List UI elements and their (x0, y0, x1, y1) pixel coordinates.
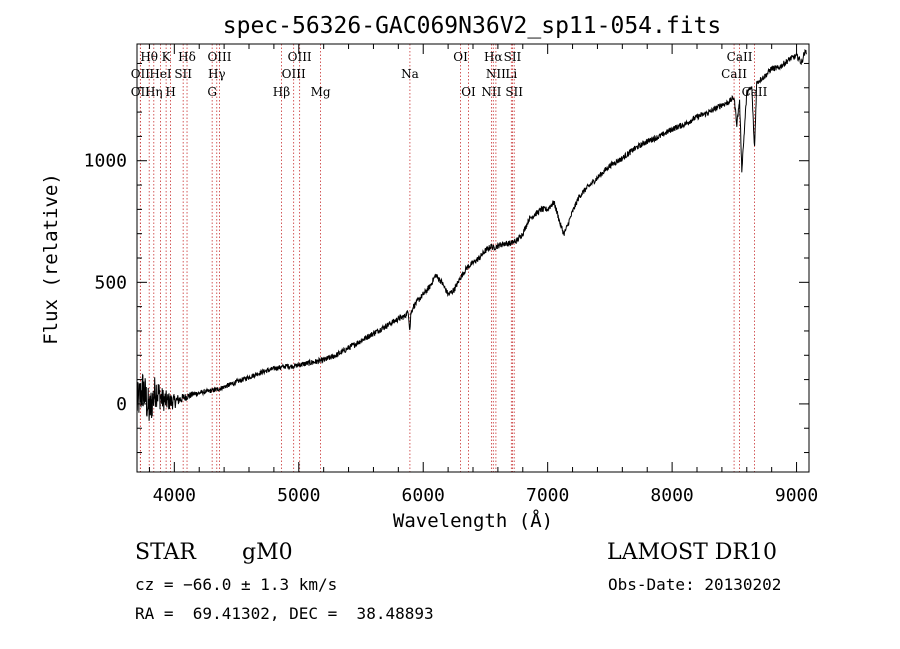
line-label-13: OIII (282, 67, 306, 81)
x-tick-label-1: 5000 (277, 485, 320, 506)
line-label-2: Hθ (140, 50, 158, 64)
line-label-17: OI (453, 50, 468, 64)
x-tick-label-4: 8000 (650, 485, 693, 506)
coordinates: RA = 69.41302, DEC = 38.48893 (135, 604, 434, 623)
line-label-15: Mg (311, 85, 331, 99)
x-axis-label: Wavelength (Å) (393, 509, 553, 532)
chart-title: spec-56326-GAC069N36V2_sp11-054.fits (223, 13, 722, 39)
line-label-26: CaII (727, 50, 753, 64)
line-label-5: K (162, 50, 172, 64)
line-label-23: SII (504, 50, 522, 64)
x-axis-ticks: 4000 5000 6000 7000 8000 9000 (148, 44, 818, 506)
line-label-20: Hα (484, 50, 503, 64)
line-label-21: NII (486, 67, 506, 81)
y-tick-label-1: 500 (94, 272, 127, 293)
line-label-18: OI (461, 85, 476, 99)
line-label-19: NII (481, 85, 501, 99)
line-label-16: Na (401, 67, 419, 81)
line-label-27: CaII (742, 85, 768, 99)
line-label-0: OII (131, 67, 151, 81)
redshift-velocity: cz = −66.0 ± 1.3 km/s (135, 575, 338, 594)
line-label-25: CaII (721, 67, 747, 81)
plot-frame (136, 43, 810, 473)
spectrum-line (136, 48, 807, 421)
line-label-14: OIII (288, 50, 312, 64)
y-axis-ticks: 0 500 1000 (84, 62, 809, 454)
line-label-4: HeI (149, 67, 172, 81)
line-label-3: Hη (145, 85, 163, 99)
line-label-11: OIII (207, 50, 231, 64)
x-tick-label-2: 6000 (402, 485, 445, 506)
line-label-9: G (207, 85, 217, 99)
line-label-7: SII (174, 67, 192, 81)
y-tick-label-2: 1000 (84, 151, 127, 172)
observation-date: Obs-Date: 20130202 (608, 575, 782, 594)
y-tick-label-0: 0 (116, 394, 127, 415)
line-label-24: SII (505, 85, 523, 99)
line-label-8: Hδ (178, 50, 196, 64)
line-label-10: Hγ (208, 67, 226, 81)
survey-name: LAMOST DR10 (607, 540, 777, 565)
object-class: STAR (135, 540, 196, 565)
line-label-22: Li (505, 67, 517, 81)
y-axis-label: Flux (relative) (40, 173, 62, 345)
line-label-1: OII (131, 85, 151, 99)
line-label-12: Hβ (273, 85, 290, 99)
x-tick-label-3: 7000 (526, 485, 569, 506)
x-tick-label-5: 9000 (775, 485, 818, 506)
x-tick-label-0: 4000 (153, 485, 196, 506)
line-label-6: H (165, 85, 175, 99)
line-labels: OII OII Hθ Hη HeI K H SII Hδ G Hγ OIII Hβ OIII OIII Mg N… (131, 50, 768, 99)
object-subclass: gM0 (242, 540, 293, 565)
line-markers (139, 44, 755, 472)
